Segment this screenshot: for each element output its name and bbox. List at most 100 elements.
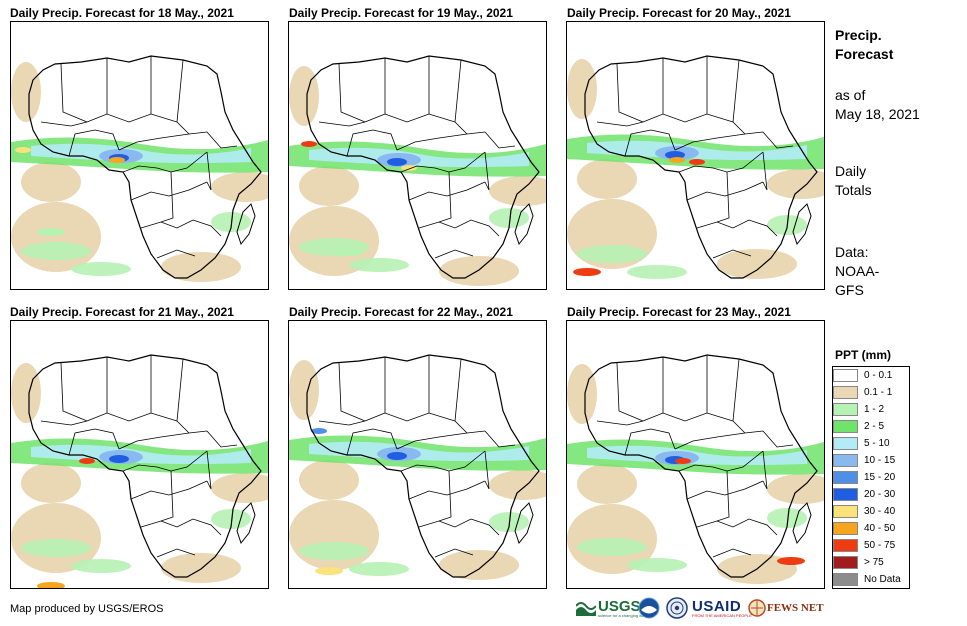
southern-storm — [573, 268, 601, 276]
moderate-rain-area — [299, 542, 369, 560]
light-rain-area — [439, 550, 519, 580]
legend-swatch — [833, 488, 858, 501]
country-border — [86, 412, 178, 422]
light-rain-area — [489, 470, 546, 500]
country-border — [140, 219, 222, 237]
country-border — [318, 420, 366, 426]
side-data-line3: GFS — [835, 282, 864, 298]
country-border — [338, 63, 366, 123]
light-rain-area — [717, 249, 797, 279]
side-daily-line1: Daily — [835, 163, 867, 179]
legend-title: PPT (mm) — [835, 348, 892, 362]
fewsnet-globe-icon — [748, 599, 766, 617]
moderate-rain-area — [71, 262, 131, 276]
country-border — [484, 131, 516, 149]
country-border — [762, 430, 794, 448]
country-border — [346, 129, 398, 157]
country-border — [418, 518, 500, 536]
country-border — [206, 151, 212, 191]
storm-cell — [301, 141, 317, 147]
light-rain-area — [767, 169, 824, 199]
intense-rain-core — [387, 158, 407, 166]
country-border — [434, 249, 474, 259]
storm-cell — [311, 428, 327, 434]
moderate-rain-area — [577, 245, 647, 263]
legend-label: 40 - 50 — [864, 523, 896, 534]
legend-item: 0.1 - 1 — [833, 384, 909, 401]
side-asof: as of May 18, 2021 — [835, 86, 920, 124]
southern-storm — [37, 582, 65, 588]
panel-title-1: Daily Precip. Forecast for 18 May., 2021 — [10, 6, 234, 20]
forecast-map-1 — [10, 21, 269, 290]
country-border — [616, 63, 644, 123]
country-border — [408, 480, 486, 500]
legend-item: 50 - 75 — [833, 537, 909, 554]
legend-label: 50 - 75 — [864, 540, 896, 551]
legend-item: > 75 — [833, 554, 909, 571]
legend-swatch — [833, 522, 858, 535]
country-border — [68, 428, 120, 456]
usaid-logo: USAID FROM THE AMERICAN PEOPLE — [692, 596, 752, 620]
madagascar-outline — [792, 203, 812, 246]
country-border — [176, 358, 190, 434]
usaid-tagline: FROM THE AMERICAN PEOPLE — [692, 612, 752, 618]
country-border — [176, 59, 190, 135]
country-border — [396, 131, 486, 151]
moderate-rain-area — [627, 558, 687, 572]
legend: 0 - 0.1 0.1 - 1 1 - 2 2 - 5 5 - 10 10 - 15 15 … — [832, 366, 910, 589]
storm-cell — [109, 157, 125, 163]
country-border — [712, 249, 752, 259]
madagascar-outline — [514, 502, 534, 545]
light-rain-area — [289, 66, 319, 126]
light-rain-area — [21, 463, 81, 503]
noaa-logo — [638, 596, 660, 620]
side-heading-line1: Precip. — [835, 27, 882, 43]
legend-item: 1 - 2 — [833, 401, 909, 418]
madagascar-outline — [236, 502, 256, 545]
legend-label: 0 - 0.1 — [864, 370, 893, 381]
fewsnet-wordmark: FEWS NET — [767, 602, 824, 614]
country-border — [732, 59, 746, 135]
legend-swatch — [833, 539, 858, 552]
side-data-line1: Data: — [835, 244, 869, 260]
usgs-wave-icon — [576, 602, 596, 616]
legend-swatch — [833, 454, 858, 467]
legend-item: 20 - 30 — [833, 486, 909, 503]
light-rain-area — [299, 166, 359, 206]
moderate-rain-area — [627, 265, 687, 279]
legend-label: 10 - 15 — [864, 455, 896, 466]
country-border — [716, 171, 730, 223]
storm-cell — [669, 157, 685, 163]
country-border — [156, 548, 196, 558]
africa-coastline — [306, 354, 540, 578]
moderate-rain-area — [489, 208, 529, 228]
country-border — [68, 129, 120, 157]
moderate-rain-area — [767, 508, 807, 528]
country-border — [338, 362, 366, 422]
legend-swatch — [833, 471, 858, 484]
country-border — [122, 450, 208, 472]
legend-label: 0.1 - 1 — [864, 387, 893, 398]
fewsnet-logo: FEWS NET — [748, 596, 824, 620]
country-border — [716, 470, 730, 522]
legend-item: 15 - 20 — [833, 469, 909, 486]
light-rain-area — [11, 62, 41, 122]
light-rain-area — [11, 503, 101, 573]
legend-item: 5 - 10 — [833, 435, 909, 452]
country-border — [86, 113, 178, 123]
country-border — [624, 129, 676, 157]
light-rain-area — [299, 460, 359, 500]
country-border — [364, 113, 456, 123]
country-border — [122, 151, 208, 173]
country-border — [762, 151, 768, 191]
light-rain-area — [161, 553, 241, 583]
country-border — [678, 450, 764, 472]
legend-swatch — [833, 556, 858, 569]
light-rain-area — [21, 162, 81, 202]
country-border — [40, 420, 88, 426]
legend-label: 2 - 5 — [864, 421, 885, 432]
country-border — [454, 59, 468, 135]
country-border — [60, 362, 88, 422]
side-asof-line2: May 18, 2021 — [835, 106, 920, 122]
forecast-map-5 — [288, 320, 547, 589]
